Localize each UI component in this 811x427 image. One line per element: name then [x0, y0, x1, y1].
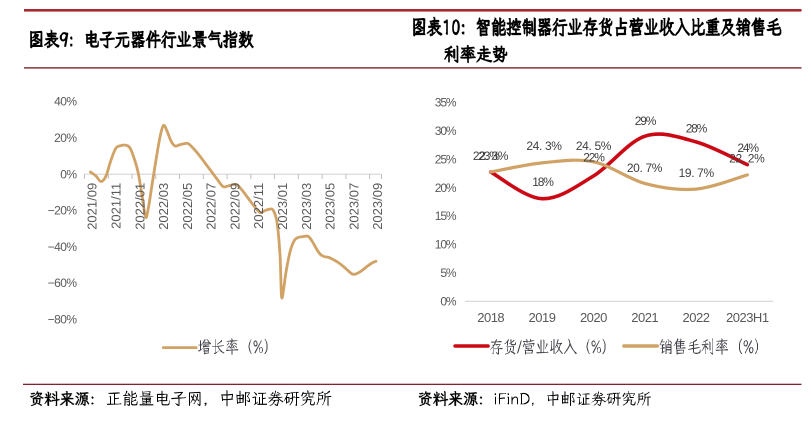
svg-text:2023/05: 2023/05	[323, 183, 338, 230]
svg-text:24%: 24%	[737, 141, 759, 155]
svg-text:22. 3%: 22. 3%	[473, 149, 509, 163]
svg-text:2022/01: 2022/01	[132, 183, 147, 230]
svg-text:2020: 2020	[580, 310, 607, 325]
svg-text:20. 7%: 20. 7%	[627, 161, 663, 175]
svg-text:2022/07: 2022/07	[204, 183, 219, 230]
svg-text:2022/09: 2022/09	[227, 183, 242, 230]
svg-text:−80%: −80%	[48, 313, 78, 327]
svg-text:2022/05: 2022/05	[180, 183, 195, 230]
svg-text:2019: 2019	[529, 310, 556, 325]
svg-text:29%: 29%	[635, 114, 657, 128]
svg-text:19. 7%: 19. 7%	[679, 166, 715, 180]
svg-text:30%: 30%	[435, 124, 457, 138]
svg-text:2021: 2021	[631, 310, 658, 325]
svg-text:2023/03: 2023/03	[299, 183, 314, 230]
svg-text:0%: 0%	[440, 294, 457, 308]
svg-text:10%: 10%	[435, 238, 457, 252]
svg-text:2023/01: 2023/01	[275, 183, 290, 230]
svg-text:2021/11: 2021/11	[109, 183, 124, 229]
svg-text:24. 3%: 24. 3%	[526, 139, 562, 153]
svg-text:25%: 25%	[435, 152, 457, 166]
svg-text:24. 5%: 24. 5%	[576, 139, 612, 153]
svg-text:22%: 22%	[583, 151, 605, 165]
svg-text:2023/09: 2023/09	[370, 183, 385, 230]
svg-text:23%: 23%	[478, 149, 500, 163]
svg-text:−40%: −40%	[48, 240, 78, 254]
svg-text:5%: 5%	[440, 266, 457, 280]
svg-text:20%: 20%	[435, 181, 457, 195]
svg-text:2022/11: 2022/11	[251, 183, 266, 229]
svg-text:−60%: −60%	[48, 276, 78, 290]
svg-text:28%: 28%	[686, 122, 708, 136]
svg-text:35%: 35%	[435, 96, 457, 110]
svg-text:2022: 2022	[683, 310, 710, 325]
svg-text:2023H1: 2023H1	[726, 310, 769, 325]
svg-text:−20%: −20%	[48, 204, 78, 218]
svg-text:0%: 0%	[60, 167, 77, 181]
svg-text:2018: 2018	[477, 310, 504, 325]
svg-text:2022/03: 2022/03	[156, 183, 171, 230]
svg-text:18%: 18%	[532, 175, 554, 189]
svg-text:2021/09: 2021/09	[85, 183, 100, 230]
svg-text:40%: 40%	[54, 95, 77, 109]
svg-text:20%: 20%	[54, 131, 77, 145]
svg-text:2023/07: 2023/07	[346, 183, 361, 230]
svg-text:15%: 15%	[435, 209, 457, 223]
svg-text:22. 2%: 22. 2%	[729, 152, 765, 166]
